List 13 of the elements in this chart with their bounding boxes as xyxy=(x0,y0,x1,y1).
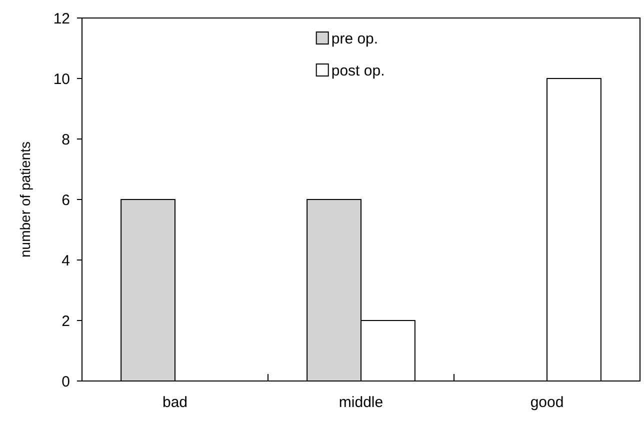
y-tick-label: 6 xyxy=(62,192,70,209)
x-tick-label: bad xyxy=(162,394,188,411)
y-tick-label: 12 xyxy=(53,10,70,28)
legend-label: post op. xyxy=(331,62,385,80)
y-tick-label: 8 xyxy=(62,131,70,148)
y-tick-label: 10 xyxy=(53,70,70,88)
y-axis-title: number of patients xyxy=(17,142,33,258)
y-tick-label: 0 xyxy=(62,373,70,390)
x-tick-label: middle xyxy=(338,394,384,411)
x-tick-label: good xyxy=(530,394,564,411)
y-tick-label: 2 xyxy=(62,312,70,330)
y-tick-label: 4 xyxy=(62,252,70,270)
legend-label: pre op. xyxy=(331,30,378,48)
